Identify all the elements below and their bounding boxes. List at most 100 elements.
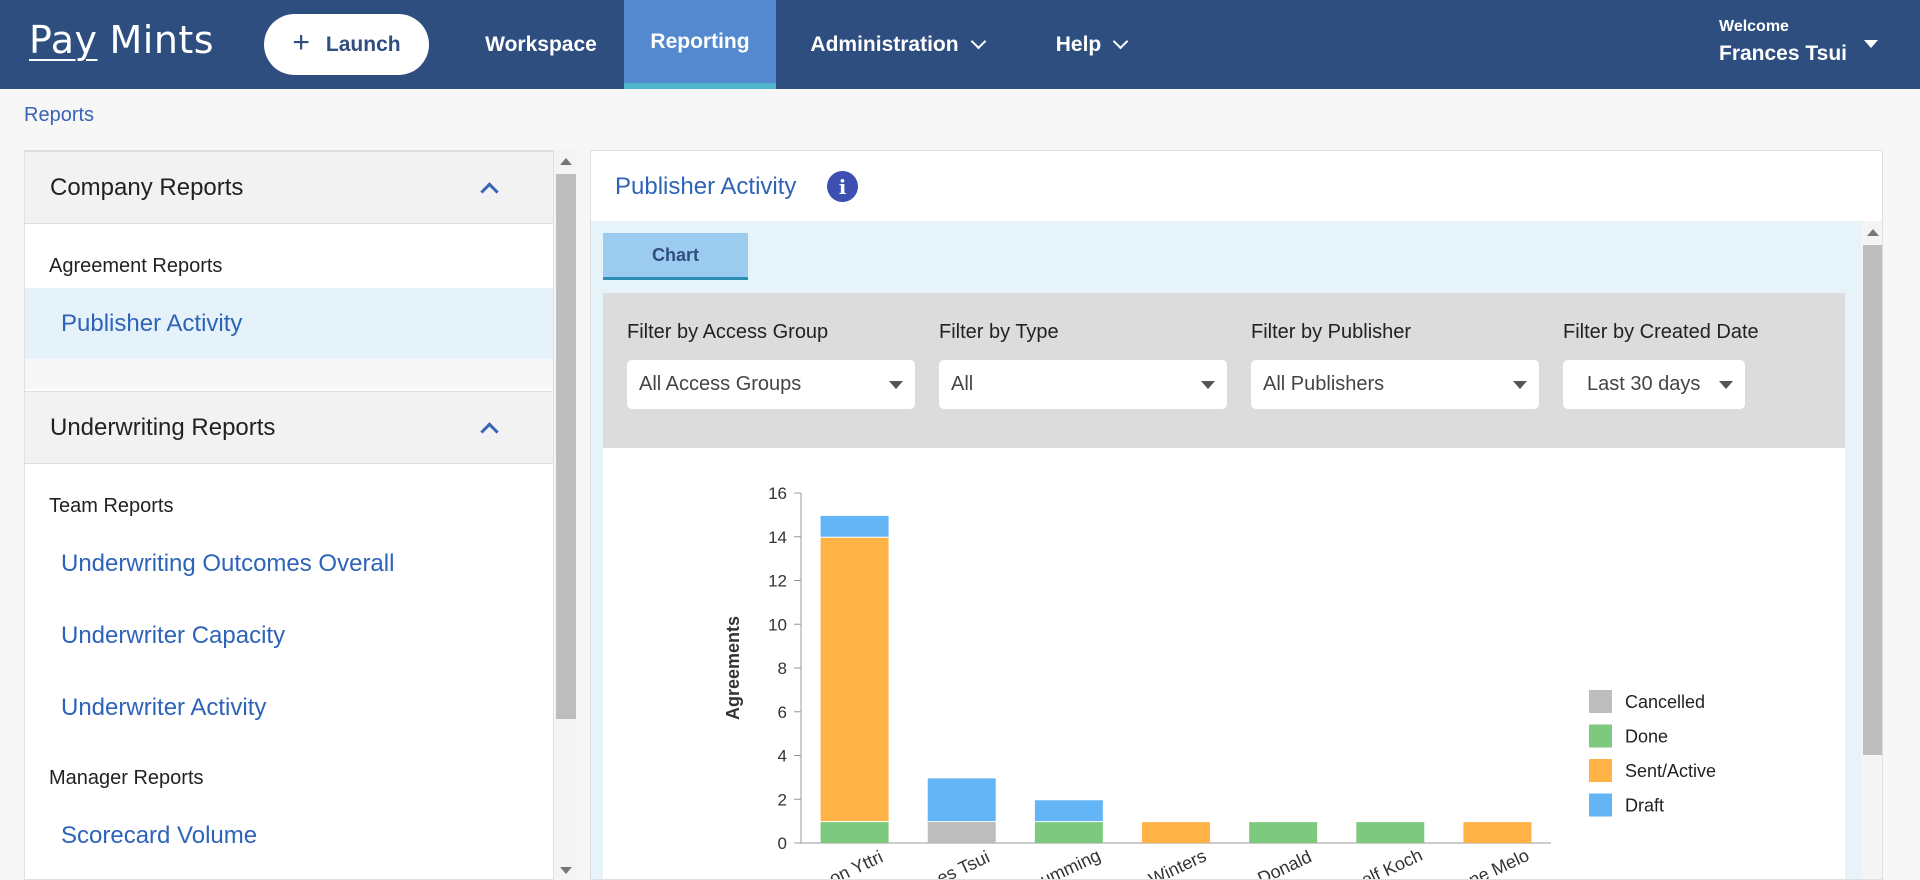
bar-segment bbox=[1034, 800, 1103, 822]
select-value: All bbox=[951, 373, 974, 395]
bar-segment bbox=[927, 778, 996, 822]
x-tick-label: elf Koch bbox=[1358, 845, 1425, 880]
launch-label: Launch bbox=[325, 32, 401, 56]
y-tick-label: 0 bbox=[778, 834, 787, 853]
report-title: Publisher Activity bbox=[615, 173, 797, 200]
publisher-select[interactable]: All Publishers bbox=[1251, 360, 1539, 409]
report-link-underwriter-activity[interactable]: Underwriter Activity bbox=[25, 672, 553, 744]
legend-swatch bbox=[1589, 759, 1612, 782]
x-tick-label: umming bbox=[1037, 845, 1103, 880]
section-divider bbox=[25, 359, 553, 389]
dropdown-caret-icon bbox=[1201, 381, 1215, 389]
user-menu-caret-icon[interactable] bbox=[1864, 40, 1878, 48]
section-title: Underwriting Reports bbox=[50, 413, 276, 441]
welcome-label: Welcome bbox=[1719, 18, 1789, 35]
bar-segment bbox=[1356, 822, 1425, 843]
nav-administration-label: Administration bbox=[810, 32, 959, 56]
report-link-label: Scorecard Volume bbox=[61, 822, 258, 849]
filter-label: Filter by Publisher bbox=[1251, 321, 1412, 343]
x-tick-label: es Tsui bbox=[934, 847, 993, 880]
app-logo[interactable]: Pay Mints bbox=[29, 18, 214, 62]
legend-swatch bbox=[1589, 793, 1612, 817]
user-welcome[interactable]: Welcome Frances Tsui bbox=[1719, 18, 1847, 66]
filter-label: Filter by Access Group bbox=[627, 321, 829, 343]
nav-help[interactable]: Help bbox=[1036, 0, 1146, 89]
logo-pay-text: Pay bbox=[29, 18, 98, 62]
x-tick-label: on Yttri bbox=[826, 847, 886, 880]
legend-label: Sent/Active bbox=[1625, 761, 1716, 781]
x-tick-label: Winters bbox=[1146, 846, 1210, 880]
nav-workspace-label: Workspace bbox=[485, 32, 597, 56]
y-axis-title: Agreements bbox=[723, 616, 743, 720]
breadcrumb-reports[interactable]: Reports bbox=[24, 104, 95, 126]
reports-sidebar: Company Reports Agreement Reports Publis… bbox=[24, 150, 554, 880]
legend-swatch bbox=[1589, 724, 1612, 748]
filter-access-group: Filter by Access Group All Access Groups bbox=[627, 321, 915, 409]
nav-workspace[interactable]: Workspace bbox=[466, 0, 616, 89]
bar-segment bbox=[820, 822, 889, 843]
filter-publisher: Filter by Publisher All Publishers bbox=[1251, 321, 1539, 409]
select-value: All Publishers bbox=[1263, 373, 1385, 395]
report-panel: Publisher Activity i Chart Filter by Acc… bbox=[590, 150, 1883, 880]
nav-reporting[interactable]: Reporting bbox=[624, 0, 776, 89]
filter-bar: Filter by Access Group All Access Groups… bbox=[603, 293, 1845, 448]
report-content: Chart Filter by Access Group All Access … bbox=[591, 221, 1882, 880]
y-tick-label: 4 bbox=[778, 747, 787, 766]
scrollbar-thumb[interactable] bbox=[556, 174, 576, 719]
filter-type: Filter by Type All bbox=[939, 321, 1227, 409]
chevron-up-icon bbox=[480, 422, 499, 441]
report-link-scorecard-volume[interactable]: Scorecard Volume bbox=[25, 800, 553, 872]
group-label-agreement-reports: Agreement Reports bbox=[49, 255, 223, 277]
created-date-select[interactable]: Last 30 days bbox=[1563, 360, 1745, 409]
section-title: Company Reports bbox=[50, 173, 244, 201]
chart-container: 0 2 4 6 8 10 12 14 16 Agreements on Yttri es Tsui um… bbox=[603, 448, 1845, 880]
report-link-underwriter-capacity[interactable]: Underwriter Capacity bbox=[25, 600, 553, 672]
nav-administration[interactable]: Administration bbox=[792, 0, 1002, 89]
logo-mints-text: Mints bbox=[109, 18, 215, 62]
dropdown-caret-icon bbox=[1719, 381, 1733, 389]
user-name: Frances Tsui bbox=[1719, 42, 1847, 65]
legend-swatch bbox=[1589, 690, 1612, 713]
y-tick-label: 6 bbox=[778, 703, 787, 722]
publisher-activity-chart: 0 2 4 6 8 10 12 14 16 Agreements on Yttri es Tsui um… bbox=[723, 484, 1716, 880]
x-tick-label: Donald bbox=[1255, 846, 1315, 880]
sidebar-scrollbar[interactable] bbox=[554, 150, 576, 880]
scrollbar-thumb[interactable] bbox=[1863, 245, 1882, 755]
bar-segment bbox=[820, 537, 889, 822]
bar-segment bbox=[1463, 822, 1532, 843]
bar-segment bbox=[1034, 822, 1103, 843]
info-icon[interactable]: i bbox=[827, 171, 858, 202]
chevron-up-icon bbox=[480, 182, 499, 201]
section-header-underwriting-reports[interactable]: Underwriting Reports bbox=[25, 391, 553, 464]
legend-label: Draft bbox=[1625, 796, 1664, 816]
x-tick-label: ne Melo bbox=[1466, 845, 1532, 880]
bar-segment bbox=[1142, 822, 1210, 843]
group-label-manager-reports: Manager Reports bbox=[49, 767, 204, 789]
group-label-team-reports: Team Reports bbox=[49, 495, 174, 517]
y-tick-label: 8 bbox=[778, 659, 787, 678]
bar-segment bbox=[927, 822, 996, 843]
report-link-label: Publisher Activity bbox=[61, 310, 243, 337]
launch-button[interactable]: + Launch bbox=[264, 14, 429, 75]
report-link-publisher-activity[interactable]: Publisher Activity bbox=[25, 288, 553, 360]
y-tick-label: 14 bbox=[768, 528, 787, 547]
bar-segment bbox=[1249, 822, 1318, 843]
report-link-underwriting-outcomes-overall[interactable]: Underwriting Outcomes Overall bbox=[25, 528, 553, 600]
nav-reporting-label: Reporting bbox=[650, 29, 750, 53]
type-select[interactable]: All bbox=[939, 360, 1227, 409]
y-tick-label: 12 bbox=[768, 572, 787, 591]
nav-help-label: Help bbox=[1055, 32, 1102, 56]
bar-segment bbox=[820, 515, 889, 537]
report-scrollbar[interactable] bbox=[1861, 221, 1882, 879]
filter-created-date: Filter by Created Date Last 30 days bbox=[1563, 321, 1759, 409]
scroll-down-arrow-icon[interactable] bbox=[560, 867, 572, 874]
report-link-label: Underwriter Capacity bbox=[61, 622, 286, 649]
legend-label: Cancelled bbox=[1625, 692, 1705, 712]
section-header-company-reports[interactable]: Company Reports bbox=[25, 151, 553, 224]
tab-chart[interactable]: Chart bbox=[603, 233, 748, 280]
access-group-select[interactable]: All Access Groups bbox=[627, 360, 915, 409]
y-tick-label: 16 bbox=[768, 484, 787, 503]
y-tick-label: 10 bbox=[768, 615, 787, 634]
scroll-up-arrow-icon[interactable] bbox=[560, 158, 572, 165]
scroll-up-arrow-icon[interactable] bbox=[1867, 229, 1879, 236]
